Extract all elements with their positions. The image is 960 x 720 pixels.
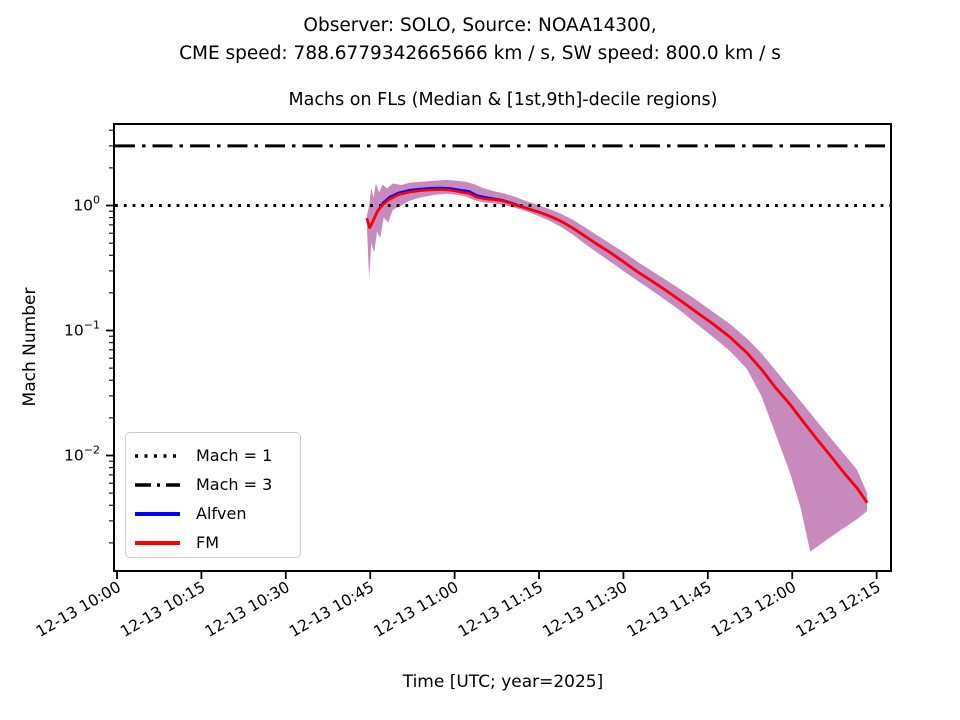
legend: Mach = 1 Mach = 3 Alfven FM [125, 432, 301, 558]
suptitle-line-2: CME speed: 788.6779342665666 km / s, SW … [179, 43, 781, 64]
y-tick-label: 10−1 [64, 319, 100, 340]
legend-label: Mach = 1 [196, 446, 273, 465]
legend-item: Mach = 3 [134, 470, 300, 499]
solid-line-sample-icon [135, 511, 180, 516]
x-axis-label: Time [UTC; year=2025] [402, 672, 604, 692]
x-tick-label: 12-13 11:00 [371, 578, 462, 641]
legend-item: Mach = 1 [134, 441, 300, 470]
dotted-line-sample-icon [135, 453, 180, 458]
solid-line-sample-icon [135, 540, 180, 545]
x-tick-label: 12-13 10:00 [33, 578, 124, 641]
legend-label: FM [196, 533, 220, 552]
decile-band [366, 180, 868, 552]
x-tick-label: 12-13 10:15 [117, 578, 208, 641]
x-tick-label: 12-13 12:15 [793, 578, 884, 641]
plot-area [113, 123, 892, 572]
x-tick-label: 12-13 11:45 [624, 578, 715, 641]
legend-item: FM [134, 528, 300, 557]
y-tick-label: 100 [73, 194, 100, 215]
x-tick-label: 12-13 11:15 [455, 578, 546, 641]
x-tick-label: 12-13 10:45 [286, 578, 377, 641]
legend-label: Alfven [196, 504, 247, 523]
suptitle-line-1: Observer: SOLO, Source: NOAA14300, [303, 15, 657, 36]
y-tick-label: 10−2 [64, 444, 100, 465]
x-tick-label: 12-13 10:30 [202, 578, 293, 641]
legend-item: Alfven [134, 499, 300, 528]
axes-title: Machs on FLs (Median & [1st,9th]-decile … [288, 90, 718, 110]
x-tick-label: 12-13 12:00 [708, 578, 799, 641]
fm-line [365, 188, 869, 504]
dashdot-line-sample-icon [135, 482, 180, 487]
legend-label: Mach = 3 [196, 475, 273, 494]
x-tick-label: 12-13 11:30 [539, 578, 630, 641]
